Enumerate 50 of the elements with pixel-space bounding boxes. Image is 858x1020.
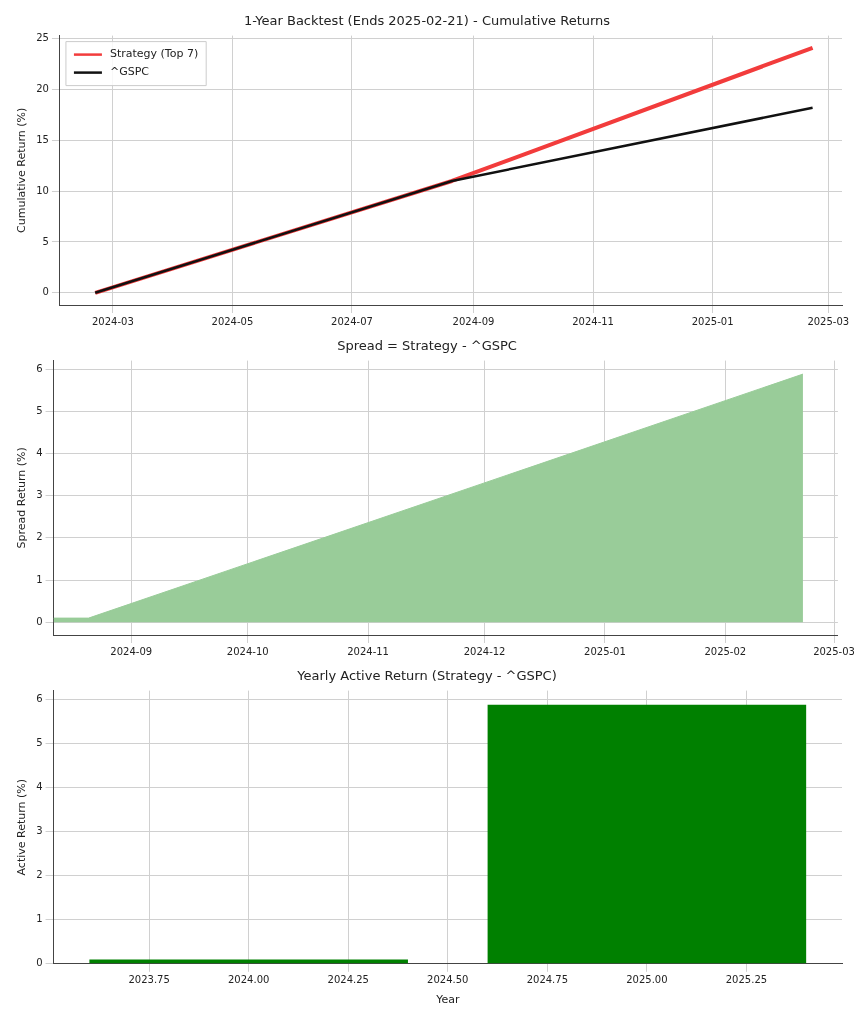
x-tick-label: 2024-11 [572,315,614,327]
x-tick-label: 2025-02 [704,645,747,657]
chart-title: Yearly Active Return (Strategy - ^GSPC) [296,668,557,684]
y-tick-label: 20 [36,83,49,95]
x-tick-label: 2024-09 [452,315,495,327]
y-tick-label: 5 [36,737,43,749]
y-tick-label: 5 [42,235,49,247]
chart-title: Spread = Strategy - ^GSPC [337,338,517,354]
y-axis-title: Cumulative Return (%) [15,107,29,233]
y-tick-label: 1 [36,573,43,585]
y-tick-label: 10 [36,184,49,196]
x-tick-label: 2025-01 [584,645,626,657]
x-tick-label: 2024.75 [526,974,569,986]
x-tick-label: 2024-09 [110,645,153,657]
y-tick-label: 6 [36,362,43,374]
x-tick-label: 2024-11 [347,645,389,657]
x-tick-label: 2024-10 [226,645,269,657]
y-tick-label: 0 [42,286,49,298]
y-tick-label: 2 [36,869,43,881]
y-tick-label: 4 [36,781,43,793]
x-tick-label: 2025.25 [725,974,768,986]
x-tick-label: 2025.00 [626,974,668,986]
x-tick-label: 2025-01 [691,315,734,327]
y-tick-label: 6 [36,693,43,705]
y-axis-title: Active Return (%) [15,778,29,876]
y-tick-label: 15 [36,133,49,145]
y-tick-label: 1 [36,913,43,925]
y-axis-title: Spread Return (%) [15,447,29,549]
y-tick-label: 0 [36,957,43,969]
y-tick-label: 3 [36,825,43,837]
y-tick-label: 25 [36,32,49,44]
x-tick-label: 2024.25 [327,974,369,986]
x-tick-label: 2024-03 [91,315,134,327]
x-tick-label: 2024.50 [427,974,469,986]
y-tick-label: 5 [36,404,43,416]
x-tick-label: 2024.00 [228,974,270,986]
x-tick-label: 2024-05 [211,315,254,327]
chart-title: 1-Year Backtest (Ends 2025-02-21) - Cumulative Returns [243,13,611,29]
x-tick-label: 2023.75 [128,974,170,986]
y-tick-label: 2 [36,531,43,543]
y-tick-label: 4 [36,447,43,459]
y-tick-label: 3 [36,489,43,501]
legend-label: ^GSPC [109,65,150,79]
x-tick-label: 2024-07 [331,315,373,327]
x-tick-label: 2025-03 [813,645,855,657]
x-tick-label: 2024-12 [463,645,506,657]
y-tick-label: 0 [36,615,43,627]
x-tick-label: 2025-03 [807,315,850,327]
x-axis-title: Year [435,993,460,1007]
legend-label: Strategy (Top 7) [109,47,199,61]
